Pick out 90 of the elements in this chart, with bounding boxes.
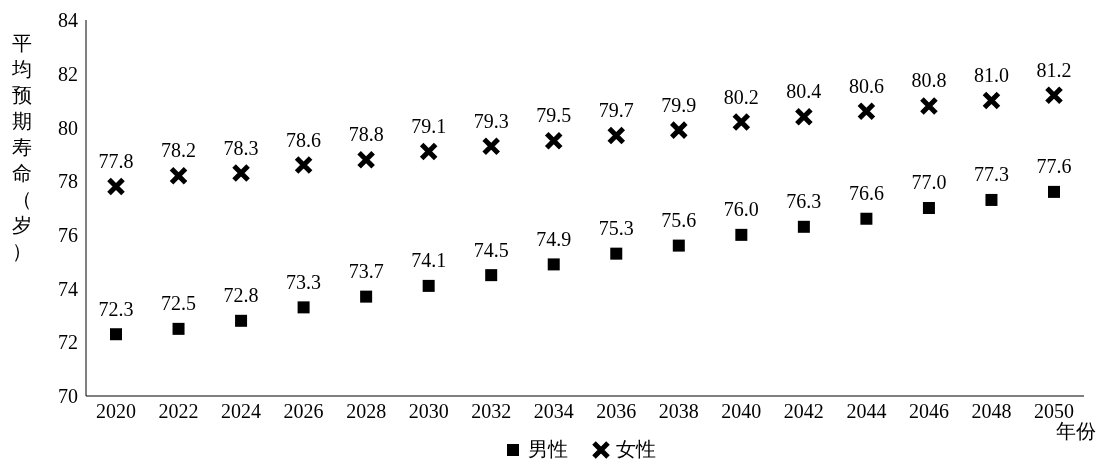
x-tick-label: 2024 (221, 400, 262, 423)
data-label: 75.3 (598, 217, 634, 240)
data-label: 79.1 (411, 115, 447, 138)
data-label: 75.6 (661, 209, 697, 232)
data-label: 77.6 (1036, 155, 1072, 178)
data-label: 72.8 (223, 284, 259, 307)
point (481, 136, 501, 156)
x-tick-label: 2040 (721, 400, 762, 423)
point (610, 247, 623, 260)
data-label: 72.5 (161, 292, 197, 315)
point (235, 314, 248, 327)
y-tick-label: 70 (58, 385, 78, 408)
y-tick-label: 82 (58, 62, 78, 85)
point (297, 301, 310, 314)
point (731, 112, 751, 132)
point (1048, 185, 1060, 198)
data-label: 74.9 (536, 227, 572, 250)
data-label: 76.6 (848, 182, 884, 205)
data-label: 79.3 (473, 109, 509, 132)
point (606, 125, 626, 145)
y-tick-label: 72 (58, 331, 78, 354)
point (231, 163, 251, 183)
data-label: 74.5 (473, 238, 509, 261)
x-tick-label: 2048 (971, 400, 1012, 423)
point (356, 150, 376, 170)
data-label: 74.1 (411, 249, 447, 272)
point (985, 193, 998, 206)
point (860, 212, 873, 225)
x-tick-label: 2036 (596, 400, 637, 423)
legend-label: 男性 (528, 437, 568, 462)
point (294, 155, 314, 175)
point (419, 142, 439, 162)
data-label: 77.3 (973, 163, 1009, 186)
y-tick-label: 78 (58, 170, 78, 193)
data-label: 78.8 (348, 123, 384, 146)
point (919, 96, 939, 116)
data-label: 80.8 (911, 69, 947, 92)
point (544, 131, 564, 151)
point (110, 328, 122, 341)
data-label: 79.7 (598, 98, 634, 121)
legend-label: 女性 (616, 437, 656, 462)
point (172, 322, 185, 335)
x-tick-label: 2042 (783, 400, 824, 423)
x-tick-label: 2034 (533, 400, 574, 423)
data-label: 79.5 (536, 104, 572, 127)
data-label: 79.9 (661, 93, 697, 116)
point (106, 177, 126, 197)
data-label: 78.6 (286, 128, 322, 151)
x-tick-label: 2030 (408, 400, 449, 423)
x-tick-label: 2038 (658, 400, 699, 423)
data-label: 77.0 (911, 171, 947, 194)
x-tick-label: 2032 (471, 400, 512, 423)
point (669, 120, 689, 140)
text: 平均预期寿命（岁） (12, 32, 32, 262)
point (169, 166, 189, 186)
x-tick-label: 2044 (846, 400, 887, 423)
data-label: 81.2 (1036, 58, 1072, 81)
point (672, 239, 685, 252)
point (735, 228, 748, 241)
data-label: 72.3 (98, 297, 134, 320)
data-label: 81.0 (973, 64, 1009, 87)
x-tick-label: 2028 (346, 400, 387, 423)
y-tick-label: 74 (58, 277, 78, 300)
y-tick-label: 76 (58, 223, 78, 246)
data-label: 78.3 (223, 136, 259, 159)
point (422, 279, 435, 292)
point (981, 91, 1001, 111)
y-tick-label: 84 (58, 9, 78, 32)
point (794, 107, 814, 127)
point (360, 290, 373, 303)
x-tick-label: 2026 (283, 400, 324, 423)
point (547, 258, 560, 271)
data-label: 77.8 (98, 150, 134, 172)
data-label: 80.4 (786, 80, 822, 103)
point (1044, 85, 1064, 105)
data-label: 80.6 (848, 74, 884, 97)
data-label: 78.2 (161, 139, 197, 162)
y-tick-label: 80 (58, 116, 78, 139)
point (485, 269, 498, 282)
point (856, 101, 876, 121)
data-label: 80.2 (723, 85, 759, 108)
data-label: 73.7 (348, 260, 384, 283)
data-label: 76.0 (723, 198, 759, 221)
x-tick-label: 2046 (908, 400, 949, 423)
point (797, 220, 810, 233)
data-label: 73.3 (286, 270, 322, 293)
point (922, 202, 935, 214)
x-tick-label: 2020 (96, 400, 136, 423)
x-tick-label: 2022 (158, 400, 199, 423)
data-label: 76.3 (786, 190, 822, 213)
